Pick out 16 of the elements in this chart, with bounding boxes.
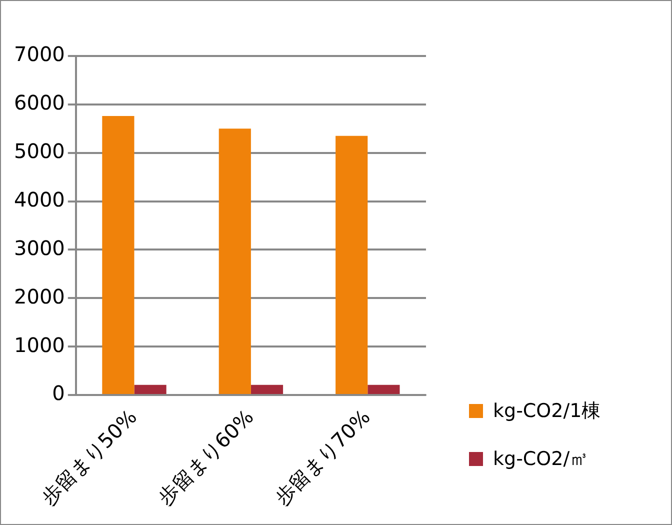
bar: [102, 116, 134, 394]
y-tick-label: 4000: [14, 188, 65, 212]
legend-label: kg-CO2/1棟: [493, 399, 601, 424]
bar: [368, 384, 400, 394]
legend-label: kg-CO2/㎥: [493, 447, 589, 472]
y-tick-label: 2000: [14, 284, 65, 308]
y-tick-label: 0: [52, 381, 65, 406]
bar: [134, 384, 166, 394]
y-tick-label: 6000: [14, 90, 65, 115]
bar: [250, 384, 284, 394]
bar: [218, 128, 251, 394]
y-tick-label: 7000: [14, 42, 65, 66]
bar: [336, 136, 368, 394]
y-tick-label: 1000: [14, 332, 65, 357]
y-tick-label: 5000: [14, 139, 65, 164]
y-tick-label: 3000: [14, 236, 65, 260]
